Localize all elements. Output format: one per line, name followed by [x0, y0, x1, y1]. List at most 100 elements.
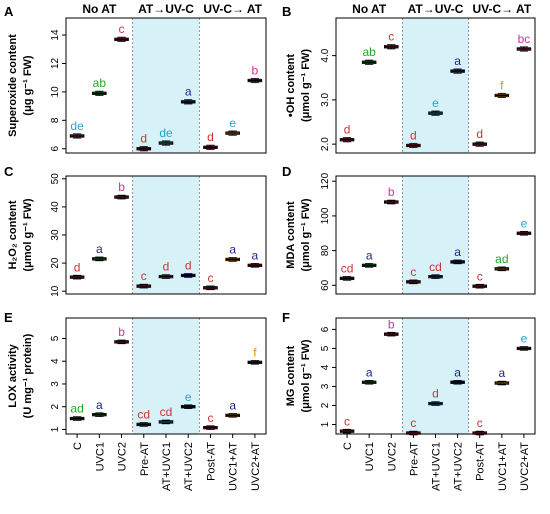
significance-letter: b [118, 180, 125, 194]
group-header-label: AT→UV-C [138, 2, 194, 16]
highlight-region [402, 318, 469, 434]
significance-letter: e [521, 332, 528, 346]
highlight-region [132, 18, 200, 153]
significance-letter: d [344, 123, 351, 137]
y-axis-label: Superoxide content [7, 34, 19, 137]
x-category-label: AT+UVC2 [453, 442, 465, 491]
significance-letter: f [500, 78, 504, 92]
panel-c: C 10 20 30 40 50 H₂O₂ content (μmol g⁻¹ FW) d a b c… [4, 164, 267, 297]
x-category-label: UVC2 [117, 442, 129, 471]
significance-letter: b [388, 185, 395, 199]
significance-letter: a [454, 54, 461, 68]
panel-label: D [282, 164, 291, 179]
y-tick-label: 12 [50, 57, 61, 69]
significance-letter: cd [160, 405, 173, 419]
y-tick-label: 5 [320, 345, 331, 351]
x-category-label: UVC1+AT [497, 442, 509, 491]
significance-letter: d [163, 260, 170, 274]
y-tick-label: 120 [320, 172, 331, 189]
y-axis-label: (μmol g⁻¹ FW) [300, 198, 312, 271]
significance-letter: bc [518, 32, 531, 46]
y-tick-label: 10 [50, 285, 61, 297]
significance-letter: a [454, 245, 461, 259]
significance-letter: cd [341, 261, 354, 275]
y-tick-label: 4 [50, 358, 61, 364]
highlight-region [402, 18, 469, 153]
significance-letter: a [185, 85, 192, 99]
significance-letter: b [252, 63, 259, 77]
panel-label: C [4, 164, 14, 179]
highlight-region [132, 318, 200, 434]
x-category-label: AT+UVC1 [161, 442, 173, 491]
significance-letter: b [388, 317, 395, 331]
x-category-label: Post-AT [205, 442, 217, 481]
significance-letter: c [344, 414, 350, 428]
panel-f: F 1 2 3 4 5 6 MG content (μmol g⁻¹ FW) c a b c d a c a e [282, 310, 536, 436]
group-header-label: AT→UV-C [408, 2, 464, 16]
significance-letter: d [410, 128, 417, 142]
significance-letter: c [207, 411, 213, 425]
y-tick-label: 60 [320, 279, 331, 291]
y-axis-label: MDA content [285, 201, 297, 269]
y-axis-label: (U mg⁻¹ protein) [22, 333, 34, 418]
y-tick-label: 6 [50, 146, 61, 152]
significance-letter: d [74, 260, 81, 274]
y-tick-label: 8 [50, 117, 61, 123]
x-category-label: UVC2+AT [250, 442, 262, 491]
x-category-label: C [72, 442, 84, 450]
significance-letter: c [207, 271, 213, 285]
panel-label: E [4, 310, 13, 325]
significance-letter: c [477, 416, 483, 430]
y-tick-label: 100 [320, 207, 331, 224]
significance-letter: f [253, 345, 257, 359]
significance-letter: c [388, 30, 394, 44]
significance-letter: a [252, 248, 259, 262]
group-header-label: No AT [82, 2, 117, 16]
significance-letter: b [118, 325, 125, 339]
plot-frame [335, 175, 536, 295]
y-axis-label: (μmol g⁻¹ FW) [22, 198, 34, 271]
x-category-label: UVC1+AT [228, 442, 240, 491]
significance-letter: c [119, 22, 125, 36]
y-tick-label: 50 [50, 173, 61, 185]
x-category-label: AT+UVC2 [183, 442, 195, 491]
significance-letter: e [432, 96, 439, 110]
y-tick-label: 6 [320, 326, 331, 332]
y-tick-label: 3 [320, 383, 331, 389]
y-axis-label: H₂O₂ content [7, 200, 19, 269]
significance-letter: cd [429, 260, 442, 274]
significance-letter: c [410, 416, 416, 430]
highlight-region [402, 176, 469, 294]
significance-letter: a [498, 366, 505, 380]
y-tick-label: 40 [50, 201, 61, 213]
significance-letter: d [432, 387, 439, 401]
significance-letter: a [96, 242, 103, 256]
y-tick-label: 4.0 [320, 48, 331, 62]
x-category-label: Post-AT [475, 442, 487, 481]
significance-letter: e [185, 390, 192, 404]
plot-frame [335, 17, 536, 154]
group-header-label: UV-C→ AT [203, 2, 262, 16]
significance-letter: d [476, 127, 483, 141]
y-tick-label: 5 [50, 335, 61, 341]
x-category-label: Pre-AT [139, 442, 151, 476]
x-category-label: C [342, 442, 354, 450]
y-tick-label: 3.0 [320, 92, 331, 106]
panel-label: F [282, 310, 290, 325]
significance-letter: a [229, 398, 236, 412]
significance-letter: ab [93, 76, 107, 90]
significance-letter: c [410, 265, 416, 279]
significance-letter: d [140, 132, 147, 146]
significance-letter: de [70, 119, 84, 133]
y-axis-label: MG content [285, 345, 297, 406]
significance-letter: cd [137, 408, 150, 422]
panel-label: B [282, 4, 291, 19]
y-tick-label: 2 [320, 402, 331, 408]
x-category-label: AT+UVC1 [431, 442, 443, 491]
y-tick-label: 2.0 [320, 137, 331, 151]
y-tick-label: 20 [50, 257, 61, 269]
